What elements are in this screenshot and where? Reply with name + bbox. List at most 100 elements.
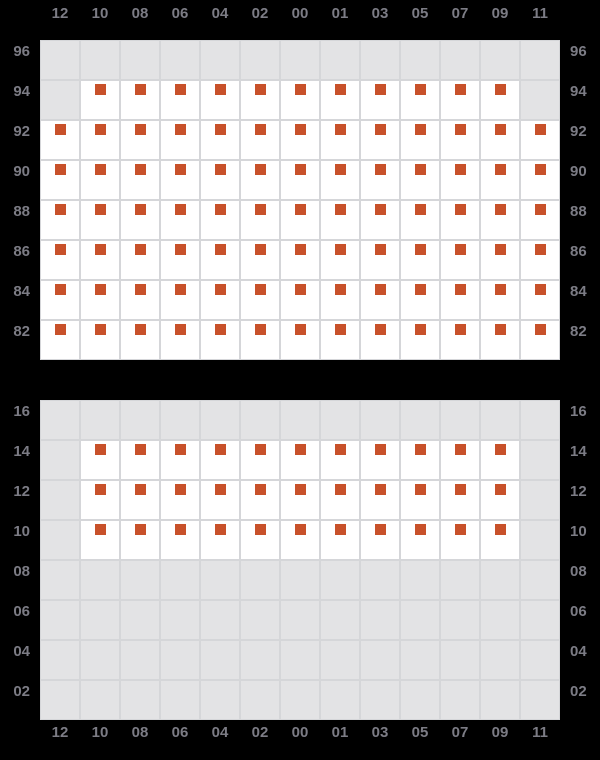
square-marker-icon <box>334 444 346 455</box>
cell-active <box>241 201 279 239</box>
row-label-left: 16 <box>13 403 30 420</box>
square-marker-icon <box>54 204 66 215</box>
cell-active <box>321 521 359 559</box>
cell-active <box>321 241 359 279</box>
column-label: 12 <box>51 724 69 741</box>
row-label-left: 82 <box>13 323 30 340</box>
column-label: 05 <box>411 5 429 22</box>
top-column-axis: 12 10 08 06 04 02 00 01 03 05 07 09 11 <box>40 0 560 28</box>
square-marker-icon <box>534 124 546 135</box>
square-marker-icon <box>494 124 506 135</box>
square-marker-icon <box>454 444 466 455</box>
cell-empty <box>241 601 279 639</box>
cell-empty <box>521 561 559 599</box>
cell-empty <box>441 681 479 719</box>
square-marker-icon <box>454 84 466 95</box>
square-marker-icon <box>214 244 226 255</box>
cell-active <box>241 481 279 519</box>
square-marker-icon <box>174 284 186 295</box>
cell-active <box>481 81 519 119</box>
square-marker-icon <box>534 324 546 335</box>
cell-active <box>161 161 199 199</box>
cell-active <box>201 481 239 519</box>
square-marker-icon <box>294 284 306 295</box>
cell-empty <box>41 481 79 519</box>
cell-empty <box>41 81 79 119</box>
square-marker-icon <box>214 124 226 135</box>
cell-empty <box>361 681 399 719</box>
cell-active <box>321 161 359 199</box>
cell-empty <box>521 641 559 679</box>
cell-active <box>361 441 399 479</box>
cell-active <box>201 161 239 199</box>
square-marker-icon <box>94 164 106 175</box>
square-marker-icon <box>254 444 266 455</box>
cell-active <box>81 321 119 359</box>
square-marker-icon <box>414 84 426 95</box>
square-marker-icon <box>494 484 506 495</box>
square-marker-icon <box>174 204 186 215</box>
column-label: 02 <box>251 724 269 741</box>
cell-empty <box>41 641 79 679</box>
cell-active <box>201 201 239 239</box>
square-marker-icon <box>374 124 386 135</box>
square-marker-icon <box>334 244 346 255</box>
cell-empty <box>441 561 479 599</box>
cell-empty <box>41 561 79 599</box>
cell-empty <box>201 601 239 639</box>
cell-active <box>521 201 559 239</box>
cell-empty <box>201 641 239 679</box>
cell-active <box>81 241 119 279</box>
cell-active <box>281 481 319 519</box>
column-label: 10 <box>91 724 109 741</box>
cell-active <box>121 201 159 239</box>
cell-empty <box>481 41 519 79</box>
cell-active <box>41 281 79 319</box>
row-label-right: 96 <box>570 43 587 60</box>
cell-active <box>161 281 199 319</box>
heatmap-panel-top <box>40 40 560 360</box>
square-marker-icon <box>254 284 266 295</box>
square-marker-icon <box>214 324 226 335</box>
cell-empty <box>121 561 159 599</box>
cell-active <box>361 81 399 119</box>
cell-active <box>201 441 239 479</box>
square-marker-icon <box>174 444 186 455</box>
row-label-right: 16 <box>570 403 587 420</box>
cell-active <box>241 441 279 479</box>
cell-active <box>281 241 319 279</box>
square-marker-icon <box>334 284 346 295</box>
square-marker-icon <box>254 484 266 495</box>
column-label: 08 <box>131 5 149 22</box>
cell-active <box>441 321 479 359</box>
row-label-right: 90 <box>570 163 587 180</box>
cell-active <box>441 241 479 279</box>
square-marker-icon <box>494 204 506 215</box>
column-label: 12 <box>51 5 69 22</box>
column-label: 04 <box>211 5 229 22</box>
cell-active <box>401 281 439 319</box>
cell-active <box>481 321 519 359</box>
square-marker-icon <box>454 484 466 495</box>
cell-active <box>401 81 439 119</box>
square-marker-icon <box>294 124 306 135</box>
row-label-right: 04 <box>570 643 587 660</box>
cell-active <box>281 281 319 319</box>
square-marker-icon <box>494 444 506 455</box>
cell-active <box>521 121 559 159</box>
square-marker-icon <box>214 444 226 455</box>
square-marker-icon <box>534 284 546 295</box>
square-marker-icon <box>54 324 66 335</box>
square-marker-icon <box>374 204 386 215</box>
row-label-left: 08 <box>13 563 30 580</box>
cell-empty <box>161 401 199 439</box>
cell-empty <box>321 561 359 599</box>
cell-active <box>441 441 479 479</box>
cell-active <box>241 81 279 119</box>
row-label-left: 14 <box>13 443 30 460</box>
square-marker-icon <box>174 84 186 95</box>
square-marker-icon <box>134 204 146 215</box>
cell-empty <box>241 401 279 439</box>
square-marker-icon <box>294 324 306 335</box>
row-label-right: 84 <box>570 283 587 300</box>
